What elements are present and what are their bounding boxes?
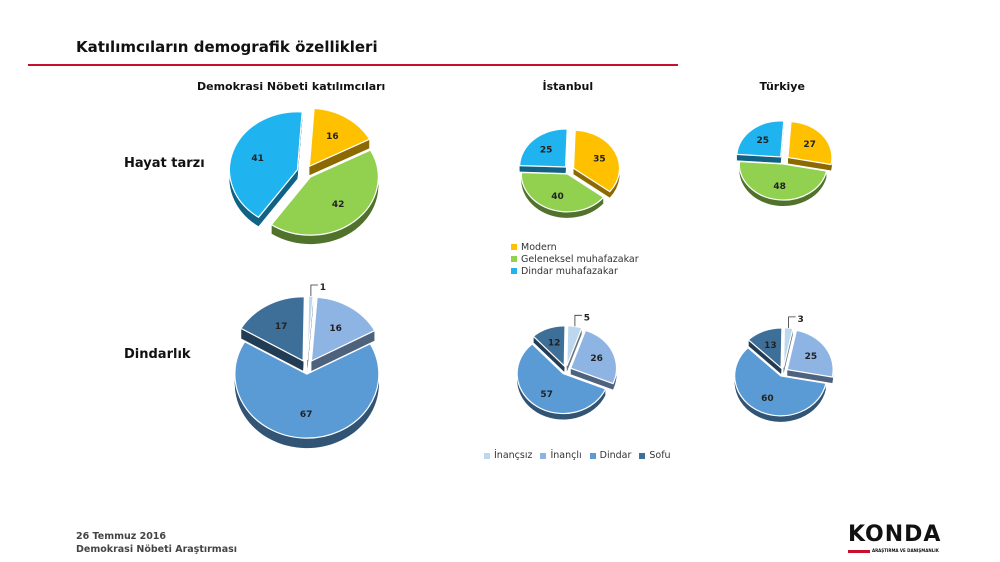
pie-demokrasi-hayat-label-dindar-muhafazakar: 41 bbox=[251, 154, 264, 164]
legend-label-inancli: İnançlı bbox=[550, 450, 582, 461]
pie-istanbul-dindarlik-slice-inancsiz bbox=[566, 325, 583, 366]
pie-demokrasi-dindarlik-leader-inancsiz bbox=[310, 284, 318, 296]
pie-turkiye-dindarlik-label-dindar: 60 bbox=[761, 394, 774, 404]
legend-item-inancsiz: İnançsız bbox=[484, 450, 532, 461]
pie-istanbul-hayat-slice-modern bbox=[572, 129, 621, 193]
pie-istanbul-dindarlik: 5 26 57 12 bbox=[516, 313, 618, 420]
pie-demokrasi-dindarlik-slice-inancli bbox=[310, 296, 376, 363]
legend-label-sofu: Sofu bbox=[649, 450, 671, 461]
logo-wordmark: KONDA bbox=[848, 522, 942, 547]
legend-lifestyle: Modern Geleneksel muhafazakar Dindar muh… bbox=[511, 241, 639, 277]
pie-istanbul-dindarlik-slice-inancli bbox=[569, 329, 618, 385]
title-underline bbox=[28, 64, 678, 66]
pie-istanbul-dindarlik-label-sofu: 12 bbox=[548, 339, 561, 349]
legend-swatch-modern bbox=[511, 244, 517, 250]
legend-label-dindar-muhafazakar: Dindar muhafazakar bbox=[521, 265, 618, 277]
pie-demokrasi-dindarlik-label-dindar: 67 bbox=[300, 410, 313, 420]
legend-item-inancli: İnançlı bbox=[540, 450, 582, 461]
legend-item-modern: Modern bbox=[511, 241, 639, 253]
pie-turkiye-dindarlik-label-sofu: 13 bbox=[764, 341, 777, 351]
pie-istanbul-hayat-slice-geleneksel bbox=[520, 171, 605, 213]
pie-turkiye-dindarlik: 3 25 60 13 bbox=[734, 315, 834, 422]
pie-demokrasi-dindarlik-slice-dindar bbox=[234, 340, 380, 439]
pie-istanbul-dindarlik-slice-sofu bbox=[532, 325, 566, 368]
pie-turkiye-dindarlik-slice-inancli bbox=[786, 329, 834, 378]
pie-demokrasi-dindarlik-label-inancli: 16 bbox=[329, 324, 342, 334]
pie-turkiye-dindarlik-slice-dindar bbox=[734, 346, 827, 417]
row-label-dindarlik: Dindarlık bbox=[124, 347, 191, 362]
pie-demokrasi-dindarlik-label-sofu: 17 bbox=[275, 322, 288, 332]
legend-swatch-inancsiz bbox=[484, 452, 490, 459]
legend-swatch-inancli bbox=[540, 452, 547, 459]
pie-istanbul-dindarlik-leader-inancsiz bbox=[574, 314, 582, 327]
pie-istanbul-hayat: 35 40 25 bbox=[518, 128, 621, 218]
pie-turkiye-hayat-label-modern: 27 bbox=[803, 140, 816, 150]
pie-turkiye-dindarlik-slice-inancsiz bbox=[782, 327, 794, 368]
pie-demokrasi-hayat-slice-dindar-muhafazakar bbox=[228, 111, 303, 219]
pie-demokrasi-dindarlik-slice-sofu bbox=[240, 296, 305, 362]
pie-turkiye-dindarlik-label-inancsiz: 3 bbox=[797, 315, 803, 325]
pie-istanbul-dindarlik-label-inancli: 26 bbox=[590, 354, 603, 364]
page-title: Katılımcıların demografik özellikleri bbox=[76, 38, 378, 56]
legend-swatch-sofu bbox=[639, 452, 646, 459]
pie-istanbul-hayat-label-modern: 35 bbox=[593, 154, 606, 164]
pie-demokrasi-hayat-label-modern: 16 bbox=[326, 132, 339, 142]
pie-turkiye-dindarlik-label-inancli: 25 bbox=[805, 352, 818, 362]
footer: 26 Temmuz 2016 Demokrasi Nöbeti Araştırm… bbox=[76, 530, 237, 556]
pie-turkiye-hayat-slice-dindar-muhafazakar bbox=[736, 120, 785, 158]
legend-item-sofu: Sofu bbox=[639, 450, 671, 461]
logo-red-bar bbox=[848, 550, 870, 553]
pie-demokrasi-dindarlik: 1 16 67 17 bbox=[234, 283, 380, 449]
konda-logo: KONDA ARAŞTIRMA VE DANIŞMANLIK bbox=[848, 522, 942, 553]
legend-religiosity: İnançsız İnançlı Dindar Sofu bbox=[484, 450, 679, 461]
row-label-hayat-tarzi: Hayat tarzı bbox=[124, 156, 205, 171]
pie-istanbul-hayat-label-dindar-muhafazakar: 25 bbox=[540, 146, 553, 156]
legend-label-dindar: Dindar bbox=[599, 450, 632, 461]
pie-turkiye-dindarlik-leader-inancsiz bbox=[788, 316, 796, 328]
pie-turkiye-hayat-slice-geleneksel bbox=[738, 160, 828, 201]
legend-label-modern: Modern bbox=[521, 241, 557, 253]
legend-swatch-dindar-muhafazakar bbox=[511, 268, 517, 274]
pie-demokrasi-dindarlik-label-inancsiz: 1 bbox=[320, 283, 326, 293]
legend-label-geleneksel: Geleneksel muhafazakar bbox=[521, 253, 639, 265]
pie-istanbul-hayat-label-geleneksel: 40 bbox=[551, 192, 564, 202]
legend-swatch-geleneksel bbox=[511, 256, 517, 262]
column-header-demokrasi: Demokrasi Nöbeti katılımcıları bbox=[197, 80, 386, 93]
pie-turkiye-hayat-label-geleneksel: 48 bbox=[773, 182, 786, 192]
column-header-istanbul: İstanbul bbox=[542, 80, 594, 93]
pie-demokrasi-hayat-slice-modern bbox=[308, 107, 371, 168]
legend-swatch-dindar bbox=[589, 452, 596, 459]
legend-item-geleneksel: Geleneksel muhafazakar bbox=[511, 253, 639, 265]
pie-istanbul-dindarlik-label-inancsiz: 5 bbox=[584, 313, 590, 323]
pie-istanbul-hayat-slice-dindar-muhafazakar bbox=[518, 128, 568, 168]
legend-item-dindar: Dindar bbox=[589, 450, 632, 461]
pie-turkiye-hayat: 27 48 25 bbox=[736, 120, 833, 207]
pie-turkiye-hayat-label-dindar-muhafazakar: 25 bbox=[757, 136, 770, 146]
pie-demokrasi-hayat: 16 42 41 bbox=[228, 107, 379, 245]
pie-turkiye-hayat-slice-modern bbox=[787, 120, 833, 166]
column-header-turkiye: Türkiye bbox=[759, 80, 805, 93]
legend-item-dindar-muhafazakar: Dindar muhafazakar bbox=[511, 265, 639, 277]
pie-turkiye-dindarlik-slice-sofu bbox=[747, 327, 783, 370]
legend-label-inancsiz: İnançsız bbox=[494, 450, 533, 461]
footer-source: Demokrasi Nöbeti Araştırması bbox=[76, 544, 238, 555]
pie-istanbul-dindarlik-label-dindar: 57 bbox=[540, 390, 553, 400]
pie-demokrasi-hayat-label-geleneksel: 42 bbox=[332, 200, 345, 210]
footer-date: 26 Temmuz 2016 bbox=[76, 531, 167, 542]
pie-istanbul-dindarlik-slice-dindar bbox=[516, 343, 607, 415]
logo-tagline: ARAŞTIRMA VE DANIŞMANLIK bbox=[872, 548, 939, 553]
pie-demokrasi-hayat-slice-geleneksel bbox=[270, 149, 379, 236]
